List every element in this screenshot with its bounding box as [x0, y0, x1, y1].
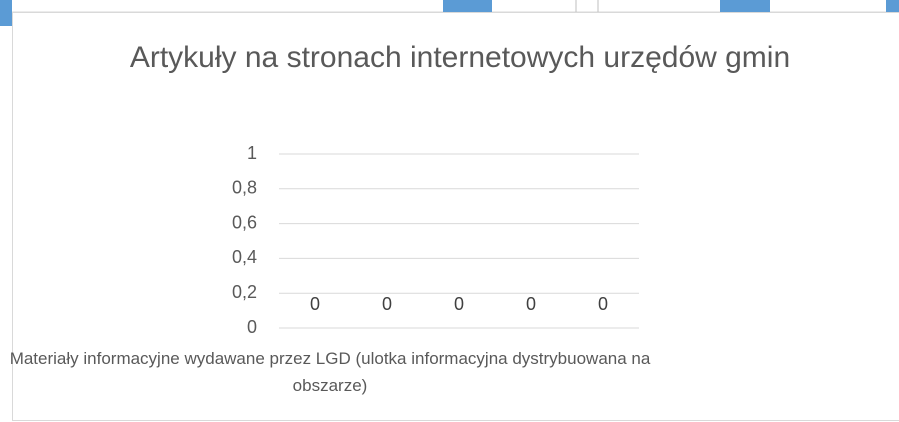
data-label: 0 — [310, 294, 320, 314]
chart-frame — [12, 12, 899, 421]
y-tick-label: 0,4 — [232, 247, 257, 267]
background-bar — [720, 0, 770, 12]
y-tick-label: 0,6 — [232, 212, 257, 232]
x-axis-title: Materiały informacyjne wydawane przez LG… — [9, 349, 651, 395]
chart-title: Artykuły na stronach internetowych urzęd… — [129, 41, 791, 74]
background-bar — [0, 0, 12, 26]
y-tick-label: 1 — [247, 143, 257, 163]
background-bar — [443, 0, 492, 12]
plot-area: 0 0,2 0,4 0,6 0,8 1 0 0 0 0 0 — [232, 143, 639, 337]
data-label: 0 — [382, 294, 392, 314]
y-tick-label: 0,8 — [232, 178, 257, 198]
y-tick-label: 0 — [247, 317, 257, 337]
data-label: 0 — [526, 294, 536, 314]
data-label: 0 — [454, 294, 464, 314]
data-label: 0 — [598, 294, 608, 314]
y-tick-label: 0,2 — [232, 282, 257, 302]
background-bar — [886, 0, 899, 12]
